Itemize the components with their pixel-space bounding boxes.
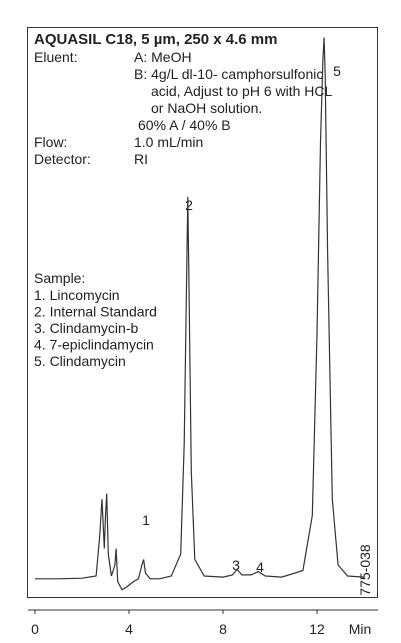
trace xyxy=(35,37,365,591)
peak-label: 2 xyxy=(185,197,193,213)
sample-item: 3. Clindamycin-b xyxy=(34,320,138,336)
condition-value: RI xyxy=(134,151,148,167)
chart-title: AQUASIL C18, 5 µm, 250 x 4.6 mm xyxy=(34,31,277,48)
x-tick-label: 4 xyxy=(125,621,133,637)
sample-item: 4. 7-epiclindamycin xyxy=(34,337,154,353)
condition-value: 60% A / 40% B xyxy=(138,117,231,133)
condition-value: acid, Adjust to pH 6 with HCL xyxy=(151,83,333,99)
peak-label: 5 xyxy=(333,63,341,79)
x-tick-label: 0 xyxy=(31,621,39,637)
peak-label: 3 xyxy=(232,557,240,573)
peak-label: 4 xyxy=(256,559,264,575)
sample-title: Sample: xyxy=(34,270,85,286)
condition-value: B: 4g/L dl-10- camphorsulfonic xyxy=(134,66,323,82)
x-tick-label: 8 xyxy=(219,621,227,637)
condition-label: Flow: xyxy=(34,134,67,150)
condition-value: or NaOH solution. xyxy=(151,100,262,116)
condition-label: Eluent: xyxy=(34,49,78,65)
frame xyxy=(27,27,378,598)
sample-item: 2. Internal Standard xyxy=(34,304,157,320)
x-axis-label: Min xyxy=(349,621,372,637)
peak-label: 1 xyxy=(142,512,150,528)
sample-item: 1. Lincomycin xyxy=(34,287,120,303)
sample-item: 5. Clindamycin xyxy=(34,353,126,369)
condition-value: 1.0 mL/min xyxy=(134,134,203,150)
x-tick-label: 12 xyxy=(309,621,325,637)
figure-code: 775-038 xyxy=(357,544,373,596)
condition-label: Detector: xyxy=(34,151,91,167)
condition-value: A: MeOH xyxy=(134,49,192,65)
